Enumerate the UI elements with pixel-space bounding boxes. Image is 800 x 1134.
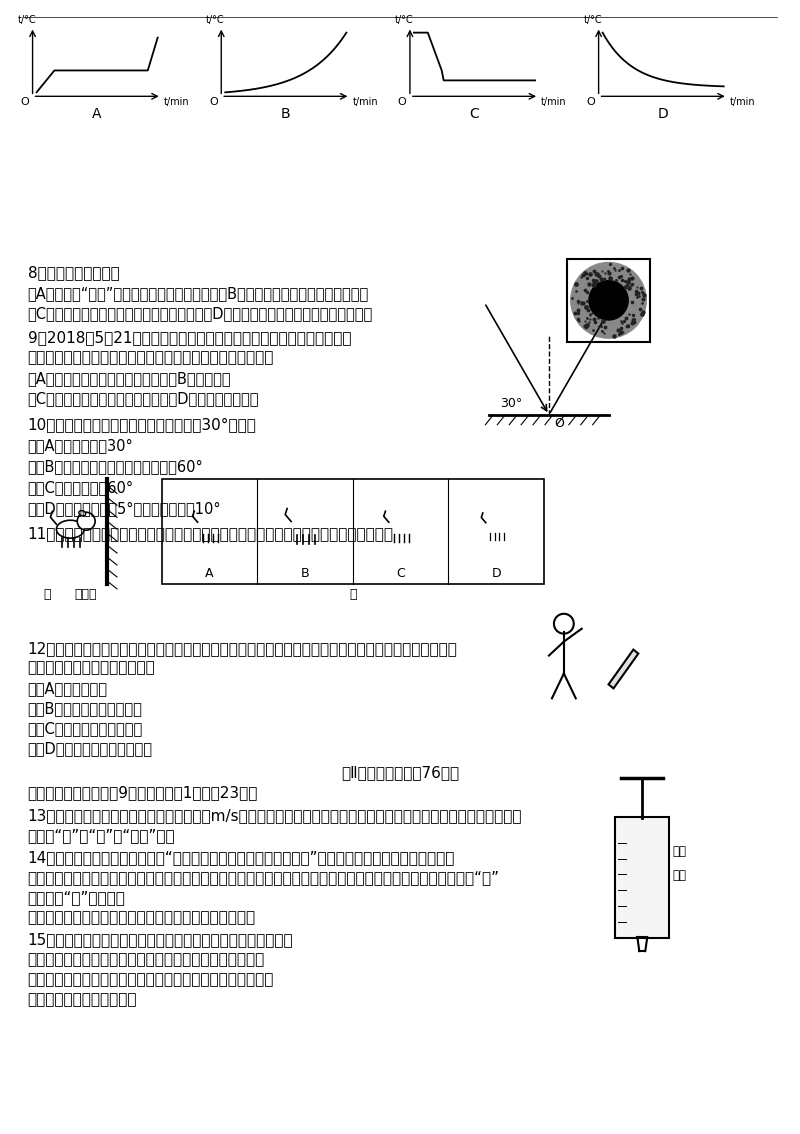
Text: （选填“快”、“慢”或“相同”）。: （选填“快”、“慢”或“相同”）。 bbox=[28, 828, 175, 843]
Text: 芯片: 芯片 bbox=[672, 869, 686, 881]
Text: O: O bbox=[20, 98, 29, 108]
Circle shape bbox=[78, 513, 95, 531]
Text: C．使身体离镜子近一些: C．使身体离镜子近一些 bbox=[28, 721, 143, 736]
Text: C: C bbox=[396, 567, 405, 581]
Text: 声而不是“鼓”声或其它: 声而不是“鼓”声或其它 bbox=[28, 890, 126, 905]
Text: 甲: 甲 bbox=[44, 587, 51, 601]
Text: B．反射光线与镜面的夹角是　　60°: B．反射光线与镜面的夹角是 60° bbox=[28, 459, 203, 474]
Text: 14．唐诗《枚桥夜泊》中的诗句“姑苏城外寒山寺，夜半钟声到客船”在枚桥边客船里的人听到寒山寺的: 14．唐诗《枚桥夜泊》中的诗句“姑苏城外寒山寺，夜半钟声到客船”在枚桥边客船里的… bbox=[28, 850, 455, 865]
Circle shape bbox=[215, 513, 230, 527]
Circle shape bbox=[312, 509, 330, 527]
Ellipse shape bbox=[408, 510, 414, 515]
FancyBboxPatch shape bbox=[162, 480, 544, 584]
Text: A．入射角是　30°: A．入射角是 30° bbox=[28, 439, 134, 454]
Text: A．弯腰或下蹲: A．弯腰或下蹲 bbox=[28, 682, 108, 696]
Ellipse shape bbox=[502, 513, 508, 516]
Circle shape bbox=[589, 280, 628, 320]
Text: C: C bbox=[470, 108, 479, 121]
Ellipse shape bbox=[198, 519, 222, 534]
Text: B．使身体离镜子近一些: B．使身体离镜子近一些 bbox=[28, 701, 142, 717]
Text: 乙: 乙 bbox=[349, 587, 357, 601]
Text: 平面镜: 平面镜 bbox=[74, 587, 97, 601]
Text: O: O bbox=[398, 98, 406, 108]
Text: O: O bbox=[586, 98, 595, 108]
Text: D．把穿着鞋的脚抬高一些: D．把穿着鞋的脚抬高一些 bbox=[28, 742, 153, 756]
Text: 二、填空题　（本题兲9小题，每空　1分，全23分）: 二、填空题 （本题兲9小题，每空 1分，全23分） bbox=[28, 785, 258, 799]
FancyBboxPatch shape bbox=[615, 816, 669, 938]
Text: 13．光在真空中传播的速度是　　　　　　m/s，光在其他透明物质中传播的速度比在真空中传播的速度: 13．光在真空中传播的速度是 m/s，光在其他透明物质中传播的速度比在真空中传播… bbox=[28, 807, 522, 823]
Text: A．玻璃呈“无色”是因为它能透过一切色光　　B．衣服呈白色是因为它能发出白光: A．玻璃呈“无色”是因为它能透过一切色光 B．衣服呈白色是因为它能发出白光 bbox=[28, 287, 369, 302]
Text: B: B bbox=[301, 567, 310, 581]
Text: C．衣服呈红色是因为它能反射一切色光　　D．物体呈黑色是因为它能反射一切色光: C．衣服呈红色是因为它能反射一切色光 D．物体呈黑色是因为它能反射一切色光 bbox=[28, 306, 373, 321]
Text: t/min: t/min bbox=[352, 98, 378, 108]
Text: D．入射角增大　5°，反射角增大　10°: D．入射角增大 5°，反射角增大 10° bbox=[28, 501, 222, 516]
Text: 是发生日环食的景观，能用来解释形成日环食现象的规律是: 是发生日环食的景观，能用来解释形成日环食现象的规律是 bbox=[28, 350, 274, 365]
Text: t/min: t/min bbox=[730, 98, 755, 108]
Text: 塞推到底端，用橡胶帽封闭注射口，然后用力往外拉活塞，: 塞推到底端，用橡胶帽封闭注射口，然后用力往外拉活塞， bbox=[28, 953, 265, 967]
Text: O: O bbox=[554, 416, 564, 430]
Text: 这时听到注射器中音乐芯片的声音会变　　　　　；其声音是: 这时听到注射器中音乐芯片的声音会变 ；其声音是 bbox=[28, 972, 274, 987]
Text: 12．小明在某商场买鞋，他选了一双新鞋在垂直的试鞋镜前试穿，如图所示，但在镜中他看不到自己穿着: 12．小明在某商场买鞋，他选了一双新鞋在垂直的试鞋镜前试穿，如图所示，但在镜中他… bbox=[28, 642, 458, 657]
Text: 11．如图甲，一只小狗正在平面镜前欣赏自己的全身像，此时它看到的全身像是乙图中的: 11．如图甲，一只小狗正在平面镜前欣赏自己的全身像，此时它看到的全身像是乙图中的 bbox=[28, 526, 394, 541]
Circle shape bbox=[502, 514, 515, 527]
Text: t/°C: t/°C bbox=[394, 15, 414, 25]
Ellipse shape bbox=[57, 521, 84, 539]
Text: D: D bbox=[491, 567, 501, 581]
Text: 10．如图所示，入射光线与平面镜成　　30°角，则: 10．如图所示，入射光线与平面镜成 30°角，则 bbox=[28, 416, 257, 432]
Text: B: B bbox=[281, 108, 290, 121]
Circle shape bbox=[571, 262, 646, 338]
Ellipse shape bbox=[486, 519, 506, 533]
Ellipse shape bbox=[291, 517, 319, 535]
Ellipse shape bbox=[314, 508, 320, 514]
Text: 30°: 30° bbox=[500, 397, 522, 409]
Text: t/min: t/min bbox=[164, 98, 190, 108]
Text: A．光的直线传播　　　　　　　　B．光的反射: A．光的直线传播 B．光的反射 bbox=[28, 371, 231, 386]
Text: A: A bbox=[206, 567, 214, 581]
Text: t/°C: t/°C bbox=[18, 15, 36, 25]
Circle shape bbox=[406, 513, 422, 527]
Text: O: O bbox=[209, 98, 218, 108]
Text: 通过　　　　　传入人耳。: 通过 传入人耳。 bbox=[28, 992, 137, 1007]
Text: 8．下列说法正确的是: 8．下列说法正确的是 bbox=[28, 265, 119, 280]
Ellipse shape bbox=[217, 510, 222, 515]
Text: t/°C: t/°C bbox=[206, 15, 225, 25]
Text: 第Ⅱ卷（非选择题全76分）: 第Ⅱ卷（非选择题全76分） bbox=[341, 765, 459, 780]
Text: t/°C: t/°C bbox=[583, 15, 602, 25]
Text: 声音，实际上他是根据声音的　　　　　　　来判别的。: 声音，实际上他是根据声音的 来判别的。 bbox=[28, 911, 256, 925]
Text: 音乐: 音乐 bbox=[672, 845, 686, 857]
Text: D: D bbox=[658, 108, 669, 121]
Text: 15．如图，将一块正在发声的小音乐芯片放在注射器中，再将活: 15．如图，将一块正在发声的小音乐芯片放在注射器中，再将活 bbox=[28, 932, 294, 947]
Polygon shape bbox=[609, 650, 638, 688]
Text: 钟声，是因为寒山寺的大钟受到僧人的撞击，产生　　　　　　　　　而发出的。客船上的人能辨别出传来的是“钟”: 钟声，是因为寒山寺的大钟受到僧人的撞击，产生 而发出的。客船上的人能辨别出传来的… bbox=[28, 871, 500, 886]
Text: C．光的色散　　　　　　　　　　D．以上说法都不对: C．光的色散 D．以上说法都不对 bbox=[28, 391, 259, 406]
Ellipse shape bbox=[389, 519, 413, 534]
Text: A: A bbox=[92, 108, 102, 121]
Text: 9．2018年5月21日清晨，我国大部分地区都出现了日环食。如图所示，: 9．2018年5月21日清晨，我国大部分地区都出现了日环食。如图所示， bbox=[28, 330, 351, 345]
Text: C．反射角是　60°: C．反射角是 60° bbox=[28, 481, 134, 496]
Text: 的新鞋的像，为了看到，他应该: 的新鞋的像，为了看到，他应该 bbox=[28, 660, 155, 676]
Ellipse shape bbox=[79, 510, 86, 516]
Text: t/min: t/min bbox=[541, 98, 566, 108]
